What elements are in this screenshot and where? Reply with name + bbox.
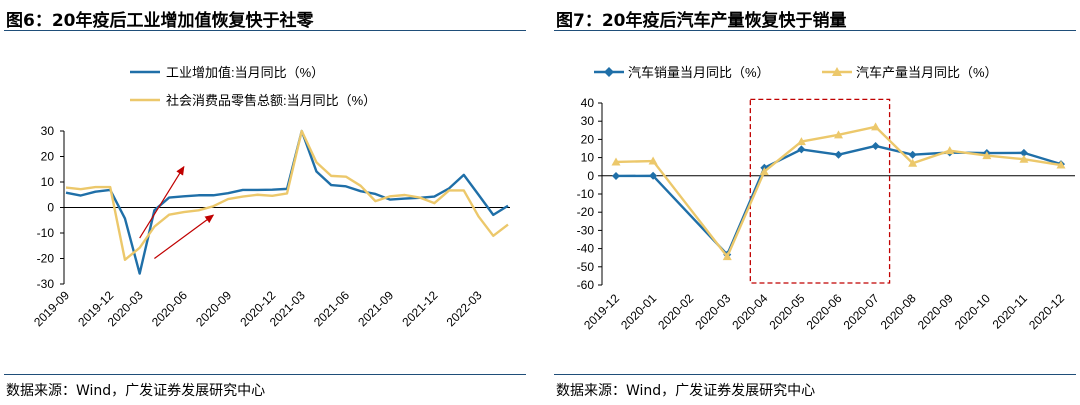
right-x-tick-label: 2020-10 [952,291,993,332]
right-sales-point [797,145,806,154]
right-x-tick-label: 2020-11 [990,291,1031,332]
right-production-point [759,167,769,176]
left-y-tick-label: 30 [41,124,55,138]
right-y-tick-label: -10 [577,187,595,201]
right-x-tick-label: 2020-01 [618,291,659,332]
right-x-tick-label: 2020-02 [655,291,696,332]
right-production-point [611,157,621,166]
right-production-point [796,137,806,146]
left-series-industrial-line [65,129,509,275]
right-highlight-box [749,98,891,284]
right-production-point [834,130,843,139]
right-y-tick-label: 0 [587,169,594,183]
left-x-tick-label: 2020-09 [193,288,234,329]
right-production-point [1056,160,1066,169]
right-sales-point [834,150,843,159]
left-legend-label: 社会消费品零售总额:当月同比（%） [166,93,376,108]
right-title-rule [554,30,1076,31]
left-y-tick-label: 10 [41,175,55,189]
right-y-tick-label: 10 [581,151,595,165]
right-y-tick-label: -60 [577,278,595,292]
left-title-rule [4,30,526,31]
right-production-point [648,156,658,165]
right-x-tick-label: 2020-05 [766,291,807,332]
right-y-tick-label: -20 [577,205,595,219]
right-chart-source: 数据来源：Wind，广发证券发展研究中心 [556,383,816,399]
right-production-point [1019,154,1029,163]
right-x-tick-label: 2020-08 [878,291,919,332]
right-x-tick-label: 2020-04 [729,291,770,332]
right-x-tick-label: 2020-12 [1026,291,1067,332]
right-legend-label: 汽车销量当月同比（%） [628,65,770,80]
right-x-tick-label: 2020-09 [915,291,956,332]
right-sales-point [612,171,620,180]
right-legend-marker [604,67,614,77]
right-x-tick-label: 2020-06 [804,291,845,332]
right-y-tick-label: 20 [581,132,595,146]
right-production-point [722,252,732,261]
right-series-production-line [615,125,1062,258]
left-series-retail-line [65,129,509,261]
right-y-tick-label: -30 [577,223,595,237]
left-red-arrow [139,165,185,239]
right-x-tick-label: 2019-12 [581,291,622,332]
left-legend-label: 工业增加值:当月同比（%） [166,65,324,80]
left-x-tick-label: 2021-09 [355,288,396,329]
right-chart-canvas: 403020100-10-20-30-40-50-602019-122020-0… [577,65,1075,332]
left-x-tick-label: 2020-06 [149,288,190,329]
right-x-tick-label: 2020-03 [692,291,733,332]
left-y-tick-label: -10 [37,226,55,240]
right-sales-point [908,150,917,159]
right-sales-point [871,141,880,150]
left-y-tick-label: -30 [37,277,55,291]
right-sales-point [649,171,658,180]
right-x-tick-label: 2020-07 [841,291,882,332]
right-production-point [871,122,881,131]
right-y-tick-label: -50 [577,260,595,274]
left-x-tick-label: 2021-12 [399,288,440,329]
left-y-tick-label: -20 [37,252,55,266]
right-y-tick-label: 40 [581,96,595,110]
right-y-tick-label: -40 [577,242,595,256]
left-x-tick-label: 2019-09 [31,288,72,329]
left-footer-rule [4,374,526,375]
left-y-tick-label: 0 [47,201,54,215]
right-footer-rule [554,374,1076,375]
right-y-tick-label: 30 [581,114,595,128]
left-chart-panel: 图6：20年疫后工业增加值恢复快于社零 30 20 10 0 -10 -20 -30 2019… [0,0,530,405]
left-x-tick-label: 2021-06 [311,288,352,329]
left-chart-source: 数据来源：Wind，广发证券发展研究中心 [6,383,266,399]
right-production-point [945,146,955,155]
right-chart-panel: 图7：20年疫后汽车产量恢复快于销量 40 30 20 10 0 -10 -20 -30 -40… [550,0,1080,405]
left-x-tick-label: 2022-03 [444,288,485,329]
left-y-tick-label: 20 [41,150,55,164]
right-sales-point [1019,148,1028,157]
right-production-point [982,151,992,160]
right-legend-label: 汽车产量当月同比（%） [856,65,998,80]
right-chart-title: 图7：20年疫后汽车产量恢复快于销量 [556,11,847,31]
left-chart-title: 图6：20年疫后工业增加值恢复快于社零 [6,11,314,31]
left-red-arrow [154,214,215,259]
right-production-point [908,158,918,167]
right-legend-marker [832,67,842,76]
